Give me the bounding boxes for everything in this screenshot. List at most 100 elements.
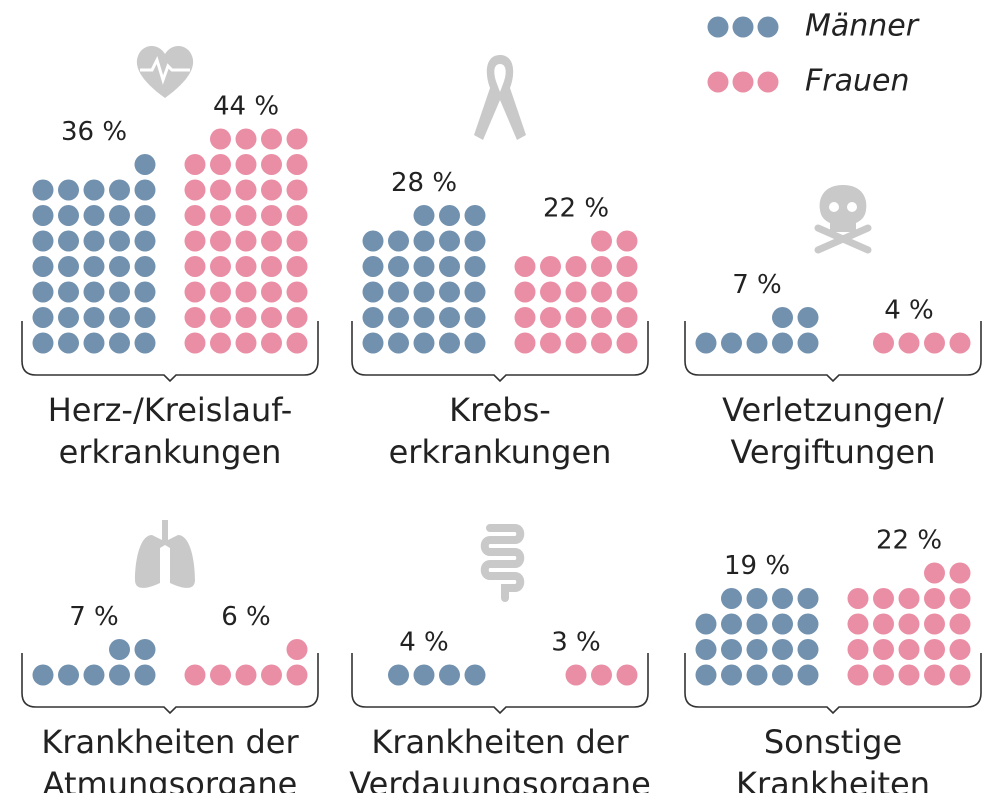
- dot: [235, 230, 257, 252]
- dot: [109, 230, 130, 252]
- dot: [32, 281, 54, 303]
- dot: [797, 307, 819, 328]
- dot-group: [32, 639, 156, 686]
- dot: [235, 664, 257, 686]
- dot-group: [514, 230, 638, 354]
- dot: [413, 307, 435, 328]
- dot: [134, 179, 156, 201]
- dot: [898, 664, 920, 686]
- dot-group: [184, 128, 308, 354]
- dot: [210, 154, 231, 175]
- legend-swatch: [732, 16, 754, 38]
- dot: [847, 613, 869, 635]
- dot: [439, 332, 460, 354]
- dot: [565, 332, 587, 354]
- dot: [847, 588, 869, 609]
- dot: [58, 332, 79, 354]
- dot: [32, 307, 54, 328]
- dot: [949, 562, 971, 584]
- dot: [261, 154, 282, 175]
- skull-eye: [829, 202, 839, 212]
- dot: [898, 613, 920, 635]
- dot: [286, 256, 308, 277]
- dot: [540, 256, 561, 277]
- value-label: 19 %: [724, 551, 790, 581]
- dot: [134, 664, 156, 686]
- dot: [591, 332, 612, 354]
- dot: [109, 179, 130, 201]
- dot: [439, 281, 460, 303]
- dot: [721, 664, 742, 686]
- dot: [184, 307, 206, 328]
- dot: [721, 613, 742, 635]
- dot: [109, 256, 130, 277]
- dot: [616, 664, 638, 686]
- dot: [949, 588, 971, 609]
- dot: [616, 230, 638, 252]
- dot: [32, 256, 54, 277]
- dot: [210, 664, 231, 686]
- dot: [464, 205, 486, 226]
- dot: [514, 307, 536, 328]
- bracket: [351, 653, 649, 715]
- dot: [797, 613, 819, 635]
- dot: [924, 613, 945, 635]
- dot: [109, 332, 130, 354]
- dot: [109, 281, 130, 303]
- dot: [388, 281, 409, 303]
- dot: [413, 664, 435, 686]
- dot: [439, 256, 460, 277]
- dot: [235, 281, 257, 303]
- dot: [746, 588, 768, 609]
- dot: [565, 256, 587, 277]
- dot: [134, 154, 156, 175]
- intestine-icon: [480, 524, 525, 602]
- dot: [772, 613, 793, 635]
- value-label: 22 %: [876, 526, 942, 556]
- dot: [514, 332, 536, 354]
- dot: [83, 664, 105, 686]
- dot: [184, 256, 206, 277]
- dot-group: [184, 639, 308, 686]
- dot-group: [847, 562, 971, 686]
- dot: [134, 230, 156, 252]
- dot: [772, 639, 793, 660]
- category-label: Krankheiten der Verdauungsorgane: [349, 723, 651, 793]
- dot: [362, 230, 384, 252]
- skull-eye: [847, 202, 857, 212]
- dot: [873, 664, 894, 686]
- dot: [261, 128, 282, 150]
- legend-swatch: [707, 71, 729, 93]
- dot: [540, 307, 561, 328]
- dot: [949, 613, 971, 635]
- dot: [286, 179, 308, 201]
- legend-swatch: [757, 16, 779, 38]
- dot: [32, 230, 54, 252]
- dot: [134, 639, 156, 660]
- dot: [924, 588, 945, 609]
- dot: [464, 332, 486, 354]
- dot: [847, 664, 869, 686]
- dot: [235, 256, 257, 277]
- dot: [695, 332, 717, 354]
- dot: [772, 332, 793, 354]
- dot: [286, 281, 308, 303]
- dot: [388, 664, 409, 686]
- dot: [184, 281, 206, 303]
- value-label: 6 %: [221, 602, 271, 632]
- category-label: Herz-/Kreislauf- erkrankungen: [47, 391, 293, 471]
- dot: [413, 230, 435, 252]
- dot: [261, 230, 282, 252]
- dot: [464, 256, 486, 277]
- dot: [184, 154, 206, 175]
- dot: [565, 281, 587, 303]
- dot: [464, 281, 486, 303]
- dot: [210, 230, 231, 252]
- dot: [413, 256, 435, 277]
- dot: [83, 332, 105, 354]
- dot: [261, 281, 282, 303]
- dot: [439, 230, 460, 252]
- dot: [924, 332, 945, 354]
- dot: [184, 179, 206, 201]
- dot: [924, 639, 945, 660]
